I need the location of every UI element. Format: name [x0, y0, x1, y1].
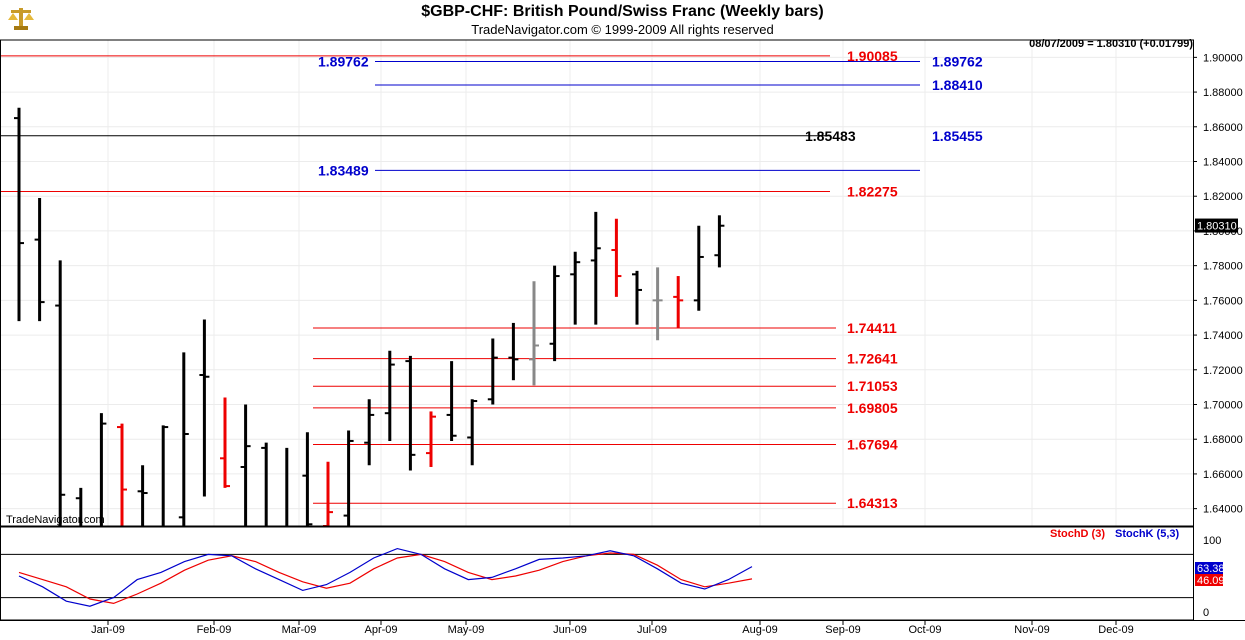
price-bars	[14, 107, 725, 526]
level-label: 1.71053	[847, 378, 898, 394]
stoch-last-label: 46.09	[1197, 575, 1225, 587]
stoch-last-box	[1195, 574, 1223, 586]
level-label: 1.67694	[847, 437, 898, 453]
price-panel-border	[0, 39, 1194, 527]
chart-title: $GBP-CHF: British Pound/Swiss Franc (Wee…	[421, 3, 824, 20]
stoch-last-label: 63.38	[1197, 563, 1225, 575]
stoch-line-k	[18, 547, 753, 607]
grid-lines	[0, 40, 1193, 526]
x-tick-label: Dec-09	[1098, 624, 1133, 636]
last-price-stamp: 08/07/2009 = 1.80310 (+0.01799)	[1029, 38, 1193, 50]
level-label: 1.88410	[932, 77, 983, 93]
level-label: 1.72641	[847, 351, 898, 367]
ohlc-bars-group	[14, 107, 725, 526]
level-label: 1.85455	[932, 128, 983, 144]
level-left-label: 1.83489	[318, 162, 369, 178]
y-tick-label: 1.86000	[1203, 122, 1243, 134]
chart-subtitle: TradeNavigator.com © 1999-2009 All right…	[471, 22, 774, 37]
level-label: 1.69805	[847, 400, 898, 416]
y-tick-label: 1.66000	[1203, 469, 1243, 481]
x-tick-label: Jun-09	[553, 624, 587, 636]
current-price-label: 1.80310	[1197, 221, 1237, 233]
x-tick-label: Feb-09	[197, 624, 232, 636]
y-tick-label: 1.90000	[1203, 52, 1243, 64]
level-label: 1.74411	[847, 320, 897, 336]
x-tick-label: Apr-09	[364, 624, 397, 636]
level-label: 1.85483	[805, 128, 856, 144]
y-tick-label: 1.70000	[1203, 400, 1243, 412]
level-left-label: 1.89762	[318, 53, 369, 69]
x-tick-label: May-09	[448, 624, 485, 636]
stoch-k-legend: StochK (5,3)	[1115, 528, 1180, 540]
x-tick-label: Oct-09	[908, 624, 941, 636]
y-tick-label: 1.88000	[1203, 87, 1243, 99]
y-tick-label: 1.64000	[1203, 504, 1243, 516]
y-tick-label: 1.72000	[1203, 365, 1243, 377]
stoch-last-box	[1195, 562, 1223, 574]
x-tick-label: Sep-09	[825, 624, 860, 636]
stoch-d-legend: StochD (3)	[1050, 528, 1105, 540]
y-tick-label: 1.82000	[1203, 191, 1243, 203]
y-tick-label: 1.78000	[1203, 261, 1243, 273]
x-tick-label: Jul-09	[637, 624, 667, 636]
y-tick-label: 1.74000	[1203, 330, 1243, 342]
y-tick-label: 1.68000	[1203, 434, 1243, 446]
stoch-y-label: 0	[1203, 607, 1209, 619]
x-tick-label: Jan-09	[91, 624, 125, 636]
x-tick-label: Mar-09	[282, 624, 317, 636]
level-lines: 1.90085 1.89762 1.89762 1.88410 1.85483 1.854…	[0, 48, 983, 511]
level-label: 1.89762	[932, 53, 983, 69]
axes: 1.64000 1.66000 1.68000 1.70000 1.72000 1.740…	[0, 39, 1245, 636]
level-label: 1.64313	[847, 495, 898, 511]
brand-watermark: TradeNavigator.com	[6, 514, 105, 526]
current-price-box	[1195, 218, 1238, 233]
level-label: 1.82275	[847, 183, 898, 199]
x-tick-label: Aug-09	[742, 624, 777, 636]
y-tick-label: 1.84000	[1203, 157, 1243, 169]
x-tick-label: Nov-09	[1014, 624, 1049, 636]
y-tick-label: 1.76000	[1203, 295, 1243, 307]
stoch-y-label: 100	[1203, 535, 1221, 547]
level-label: 1.90085	[847, 48, 898, 64]
stoch-line-d	[18, 552, 753, 605]
scales-logo-icon	[8, 8, 34, 30]
